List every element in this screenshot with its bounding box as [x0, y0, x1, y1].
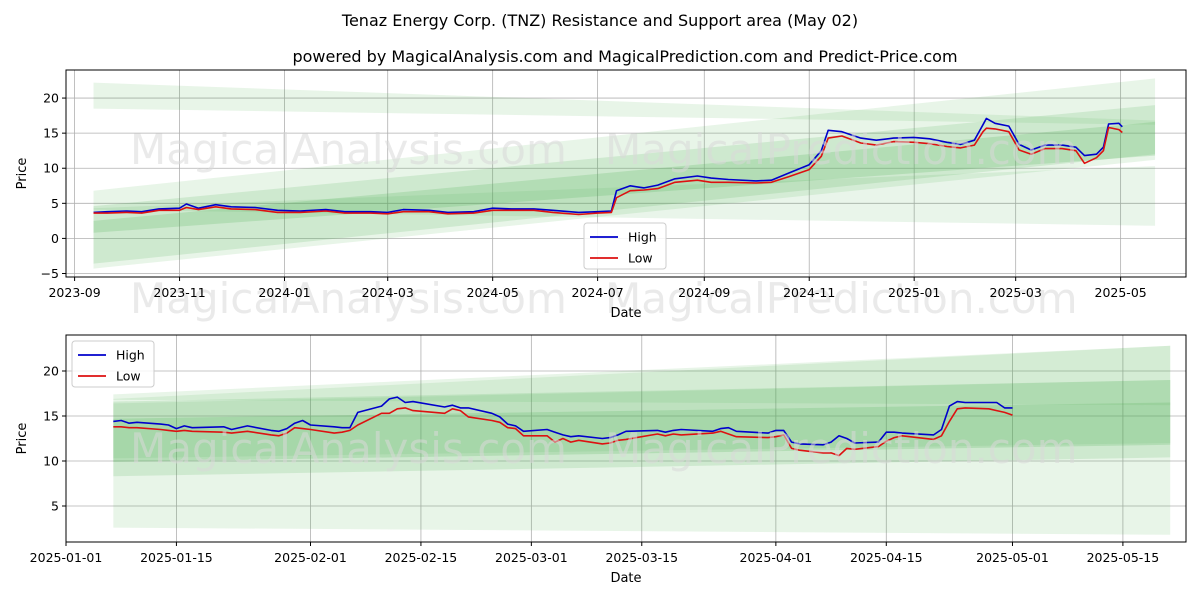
y-axis-label: Price	[15, 423, 30, 455]
axes-frame	[65, 69, 1187, 278]
band-area-2	[113, 380, 1171, 477]
x-tick-label: 2025-02-01	[274, 550, 347, 565]
band-area-4	[93, 166, 1156, 226]
band-area-3	[93, 121, 1156, 233]
y-tick-label: 0	[51, 231, 59, 246]
band-area-0	[113, 345, 1171, 406]
band-area-2	[93, 105, 1156, 264]
y-tick-label: 5	[51, 196, 59, 211]
x-tick-label: 2024-03	[362, 285, 414, 300]
y-axis-label: Price	[15, 158, 30, 190]
watermark: MagicalPrediction.com	[605, 424, 1078, 473]
x-tick-label: 2024-05	[467, 285, 519, 300]
watermark: MagicalAnalysis.com	[130, 424, 567, 473]
series-line-high	[93, 117, 1123, 214]
y-tick-label: −5	[41, 266, 59, 281]
x-axis-label: Date	[610, 306, 641, 321]
x-tick-label: 2025-01-01	[30, 550, 103, 565]
watermark: MagicalAnalysis.com	[130, 274, 567, 323]
watermark: MagicalPrediction.com	[605, 274, 1078, 323]
y-tick-label: 20	[43, 364, 59, 379]
watermark: MagicalAnalysis.com	[130, 125, 567, 174]
x-tick-label: 2025-05	[1095, 285, 1147, 300]
x-tick-label: 2025-03-15	[605, 550, 678, 565]
legend: High Low	[71, 340, 155, 388]
x-tick-label: 2025-02-15	[385, 550, 458, 565]
x-tick-label: 2025-03	[990, 285, 1042, 300]
legend-label-high: High	[116, 348, 145, 363]
series-line-high	[113, 396, 1013, 446]
x-tick-label: 2023-11	[153, 285, 205, 300]
y-tick-label: 10	[43, 161, 59, 176]
chart-subtitle: powered by MagicalAnalysis.com and Magic…	[292, 47, 957, 66]
watermark: MagicalPrediction.com	[605, 125, 1078, 174]
band-area-0	[93, 82, 1156, 125]
band-area-3	[113, 402, 1171, 462]
legend: High Low	[583, 222, 667, 270]
bottom-panel: MagicalAnalysis.com MagicalPrediction.com…	[15, 334, 1187, 586]
x-tick-label: 2024-09	[678, 285, 730, 300]
chart-title: Tenaz Energy Corp. (TNZ) Resistance and …	[341, 11, 858, 30]
y-tick-label: 15	[43, 126, 59, 141]
x-tick-label: 2024-11	[783, 285, 835, 300]
x-tick-label: 2025-04-15	[850, 550, 923, 565]
x-tick-label: 2024-01	[258, 285, 310, 300]
x-axis-label: Date	[610, 571, 641, 586]
legend-label-low: Low	[116, 369, 141, 384]
y-tick-label: 15	[43, 409, 59, 424]
x-tick-label: 2023-09	[48, 285, 100, 300]
series-line-low	[113, 407, 1013, 457]
legend-label-low: Low	[628, 251, 653, 266]
y-tick-label: 5	[51, 499, 59, 514]
band-area-1	[93, 78, 1156, 269]
band-area-1	[113, 345, 1171, 535]
y-tick-label: 20	[43, 91, 59, 106]
x-tick-label: 2025-04-01	[740, 550, 813, 565]
x-tick-label: 2025-05-01	[976, 550, 1049, 565]
x-tick-label: 2024-07	[571, 285, 623, 300]
y-tick-label: 10	[43, 454, 59, 469]
x-tick-label: 2025-01-15	[140, 550, 213, 565]
top-panel: MagicalAnalysis.com MagicalPrediction.com…	[15, 69, 1187, 323]
x-tick-label: 2025-01	[888, 285, 940, 300]
band-area-4	[113, 380, 1171, 459]
legend-label-high: High	[628, 230, 657, 245]
x-tick-label: 2025-03-01	[495, 550, 568, 565]
axes-frame	[65, 334, 1187, 543]
series-line-low	[93, 126, 1123, 216]
x-tick-label: 2025-05-15	[1087, 550, 1160, 565]
